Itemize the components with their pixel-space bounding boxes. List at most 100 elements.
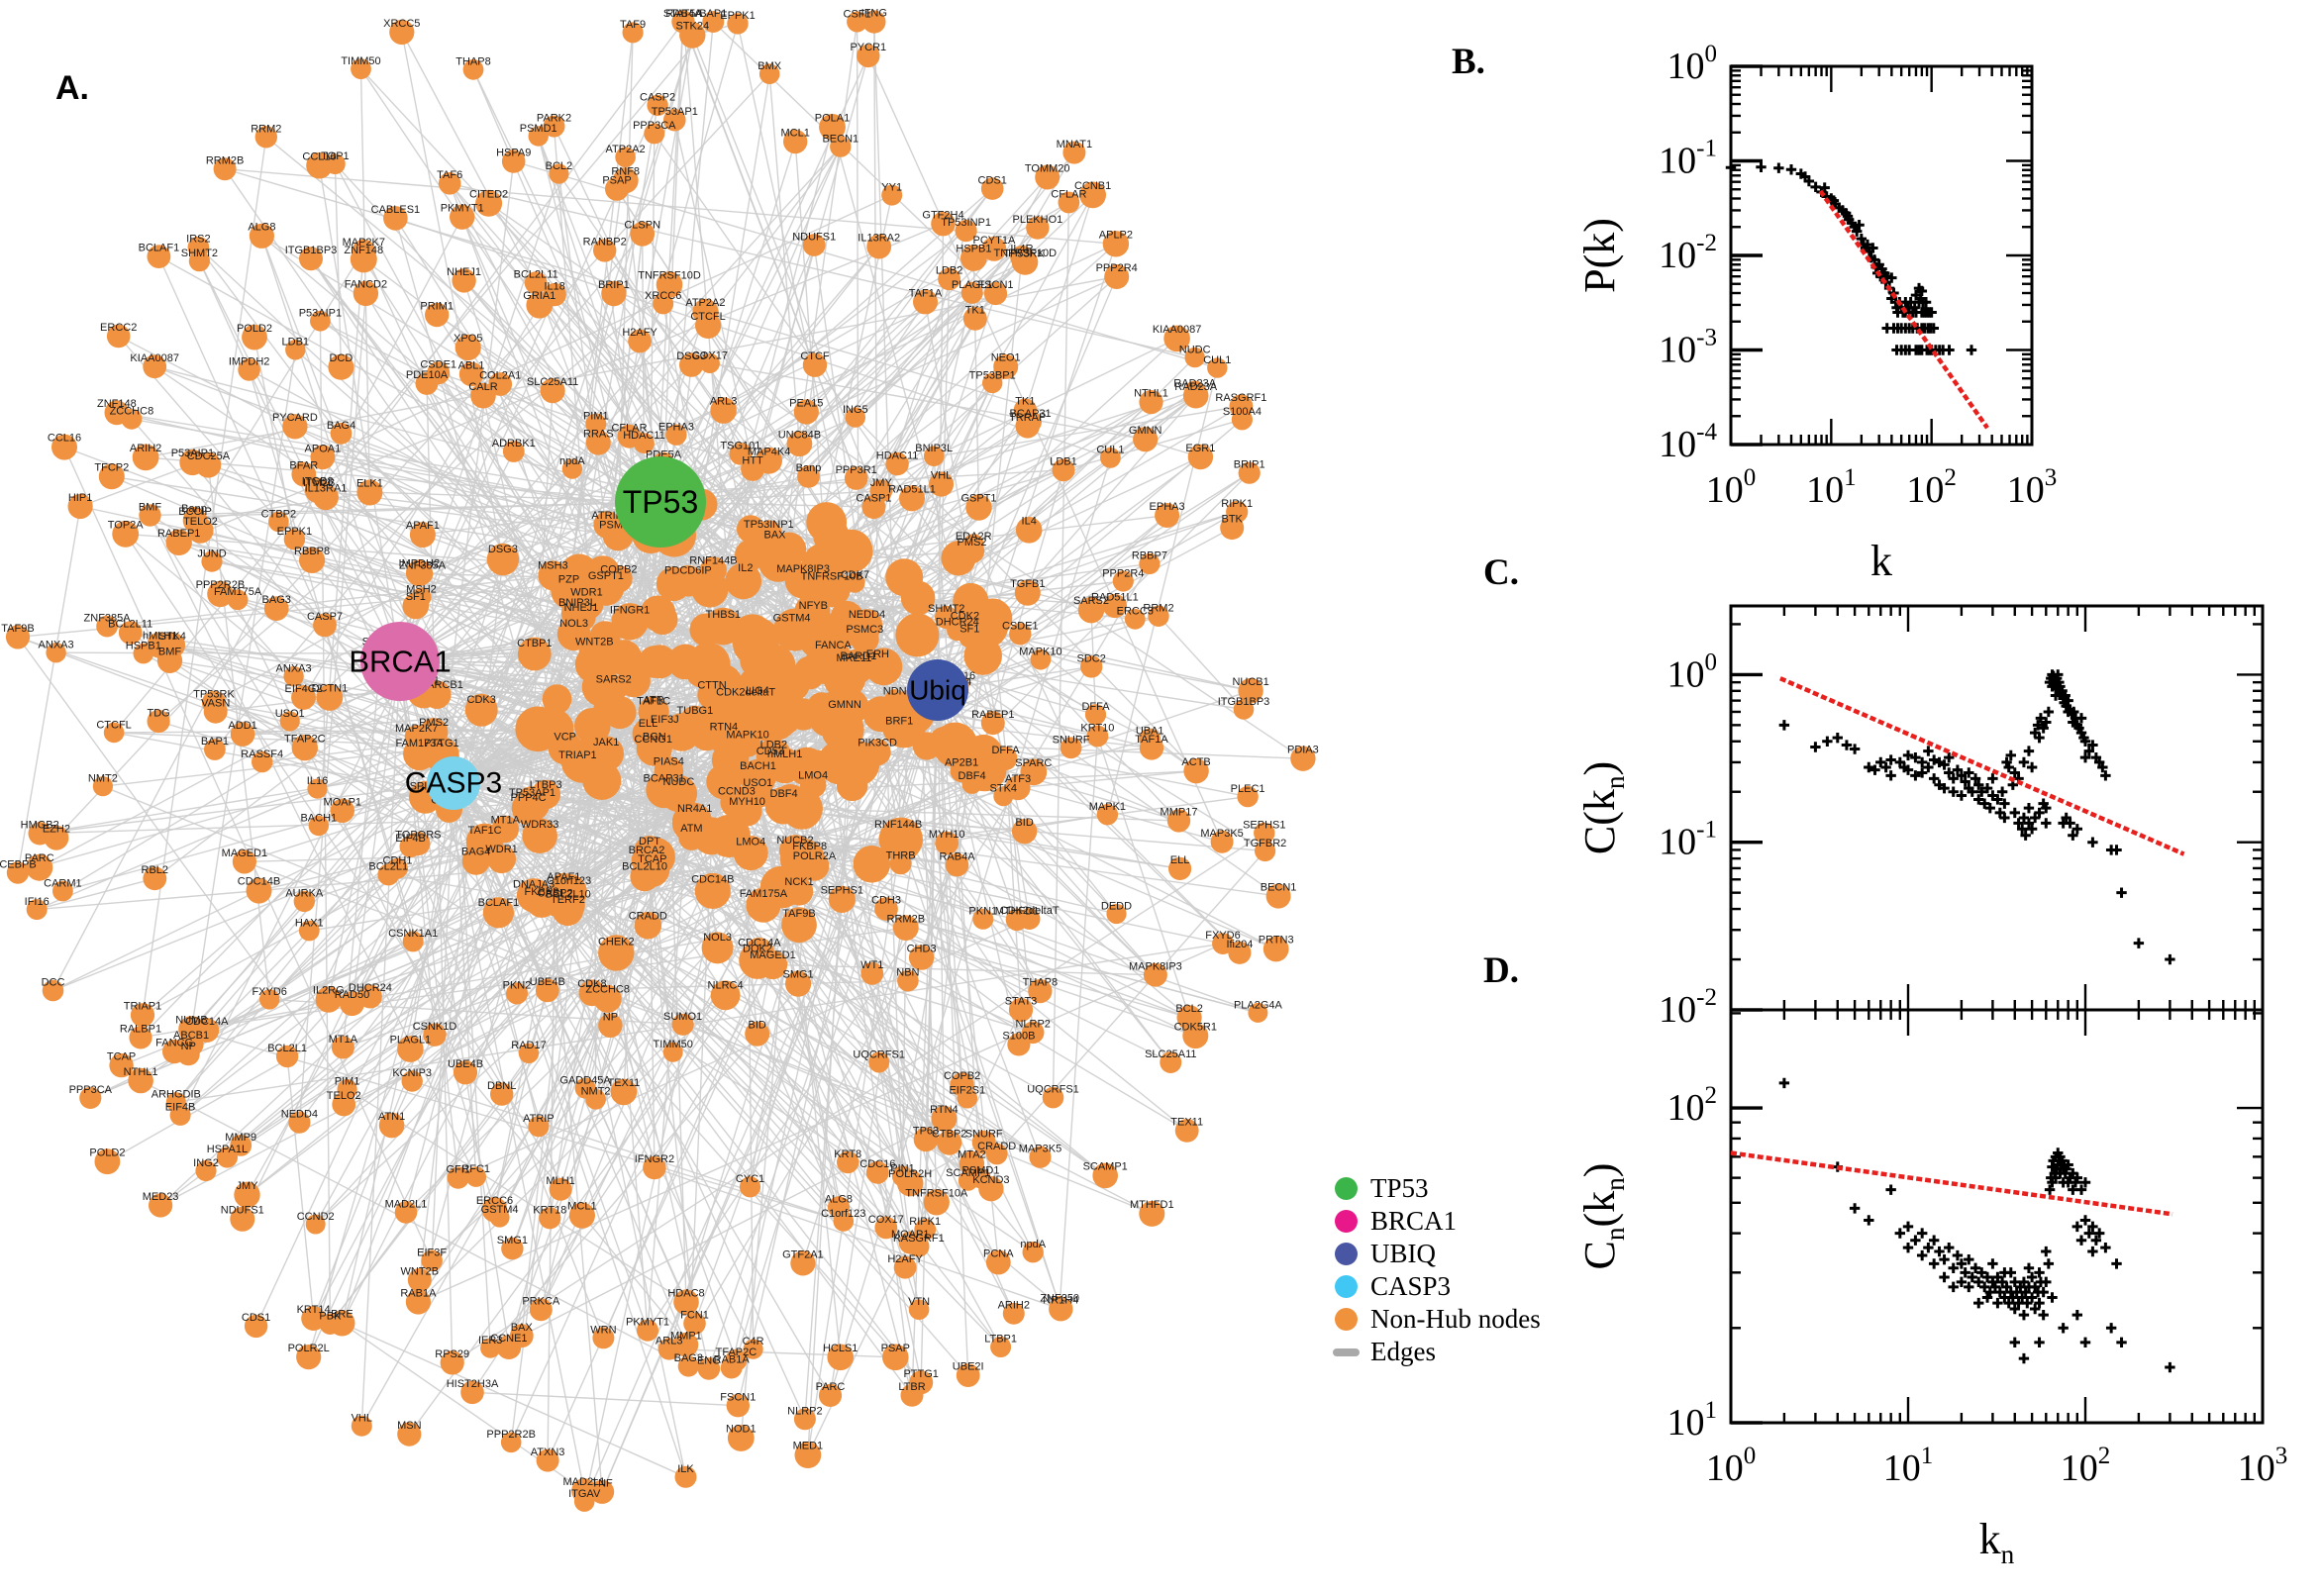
svg-text:FKBP8: FKBP8 — [524, 886, 558, 898]
data-point-b — [1864, 246, 1875, 257]
svg-text:APAF1: APAF1 — [406, 520, 440, 532]
data-point-c — [2063, 695, 2073, 706]
svg-text:UBE4B: UBE4B — [530, 976, 565, 988]
svg-text:GSTM4: GSTM4 — [481, 1204, 519, 1216]
data-point-d — [2079, 1177, 2091, 1188]
data-point-b — [1916, 345, 1928, 355]
svg-text:FAM173A: FAM173A — [395, 738, 444, 749]
svg-text:CTBP2: CTBP2 — [932, 1128, 966, 1140]
svg-text:CDC16: CDC16 — [859, 1158, 895, 1170]
svg-text:CD53: CD53 — [757, 746, 784, 757]
svg-text:MED1: MED1 — [793, 1441, 824, 1452]
svg-text:TP53RK: TP53RK — [193, 688, 235, 700]
svg-text:ALG8: ALG8 — [825, 1193, 853, 1205]
svg-text:GTF2A1: GTF2A1 — [782, 1248, 824, 1260]
data-point-d — [2041, 1246, 2052, 1257]
svg-text:ZNF350: ZNF350 — [1040, 1293, 1079, 1305]
svg-text:BID: BID — [749, 1020, 766, 1032]
svg-text:BAX: BAX — [763, 530, 786, 542]
svg-text:FANCD2: FANCD2 — [345, 279, 387, 291]
svg-text:ARL3: ARL3 — [710, 396, 738, 408]
svg-text:LDB2: LDB2 — [936, 265, 963, 277]
data-point-b — [1895, 302, 1907, 313]
data-point-d — [2016, 1292, 2028, 1303]
svg-text:SDC2: SDC2 — [1077, 652, 1106, 664]
data-point-d — [1987, 1276, 1998, 1288]
data-point-b — [1892, 307, 1903, 318]
data-point-c — [1996, 786, 2008, 797]
svg-text:TRIAP1: TRIAP1 — [558, 749, 597, 761]
svg-text:NP: NP — [603, 1011, 618, 1023]
tick-label: 101 — [1667, 1397, 1718, 1444]
svg-text:CHEK2: CHEK2 — [598, 936, 635, 948]
svg-text:DCTN1: DCTN1 — [312, 682, 349, 694]
data-point-c — [2100, 770, 2111, 781]
svg-text:MMP17: MMP17 — [1161, 807, 1198, 819]
legend-item-brca1: BRCA1 — [1335, 1205, 1541, 1238]
svg-text:TELO2: TELO2 — [183, 516, 218, 528]
data-point-c — [1894, 756, 1906, 768]
svg-text:APOA1: APOA1 — [305, 443, 342, 454]
svg-text:CSF1: CSF1 — [844, 8, 871, 20]
svg-text:TIMM50: TIMM50 — [654, 1039, 693, 1050]
data-point-d — [2057, 1155, 2068, 1166]
data-point-b — [1891, 302, 1902, 313]
svg-text:HSPA9: HSPA9 — [496, 148, 531, 159]
svg-text:TGFBR2: TGFBR2 — [1244, 838, 1286, 849]
data-point-d — [1956, 1258, 1968, 1269]
data-point-c — [2035, 713, 2047, 724]
data-point-d — [2007, 1292, 2018, 1303]
svg-text:RASSF4: RASSF4 — [241, 748, 283, 760]
svg-text:IL13RA1: IL13RA1 — [305, 482, 348, 494]
data-point-d — [2043, 1258, 2055, 1269]
svg-text:GMNN: GMNN — [828, 699, 861, 711]
data-point-c — [2054, 676, 2065, 688]
data-point-d — [2023, 1281, 2035, 1293]
data-point-c — [2041, 802, 2052, 814]
data-point-d — [2063, 1177, 2073, 1188]
svg-text:CRADD: CRADD — [629, 911, 667, 923]
data-point-d — [2063, 1159, 2073, 1170]
data-point-c — [2111, 845, 2122, 855]
svg-text:DFFA: DFFA — [991, 745, 1020, 756]
svg-text:TEX11: TEX11 — [607, 1077, 640, 1089]
svg-text:BRCA2: BRCA2 — [629, 845, 665, 856]
data-point-b — [1916, 307, 1928, 318]
data-point-d — [1923, 1242, 1934, 1253]
fit-line-d — [1730, 1150, 2173, 1217]
svg-text:PARC: PARC — [25, 852, 54, 864]
svg-text:MAPK8IP3: MAPK8IP3 — [776, 563, 830, 575]
svg-text:RAB1A: RAB1A — [714, 1354, 751, 1366]
data-point-d — [2032, 1286, 2044, 1298]
data-point-d — [2105, 1323, 2117, 1334]
axis-title: k — [1870, 537, 1892, 585]
data-point-d — [1939, 1253, 1950, 1265]
data-point-c — [1973, 779, 1984, 790]
data-point-d — [2049, 1167, 2061, 1179]
svg-text:ENG: ENG — [697, 1354, 721, 1366]
data-point-c — [1885, 754, 1896, 765]
data-point-d — [2071, 1221, 2083, 1233]
svg-text:ERH: ERH — [866, 648, 889, 660]
data-point-d — [1916, 1249, 1928, 1261]
svg-text:TRRAP: TRRAP — [1009, 412, 1046, 424]
data-point-d — [1976, 1267, 1987, 1278]
svg-text:GTF2H4: GTF2H4 — [922, 210, 963, 222]
svg-text:PLEC1: PLEC1 — [1231, 783, 1265, 795]
svg-text:THRB: THRB — [886, 850, 916, 862]
svg-text:NR1H4: NR1H4 — [1043, 1295, 1078, 1307]
svg-text:CTBP2: CTBP2 — [261, 508, 296, 520]
data-point-d — [2009, 1276, 2020, 1288]
svg-text:KRT18: KRT18 — [533, 1204, 566, 1216]
svg-text:COPB2: COPB2 — [600, 564, 637, 576]
data-point-c — [2038, 798, 2049, 809]
data-point-b — [1920, 297, 1932, 308]
svg-text:LMO4: LMO4 — [798, 770, 828, 782]
data-point-b — [1881, 323, 1892, 334]
svg-text:NHEJ1: NHEJ1 — [447, 266, 481, 278]
data-point-c — [1864, 761, 1874, 773]
svg-text:RABEP1: RABEP1 — [971, 709, 1014, 721]
network-nodes — [5, 10, 1316, 1512]
svg-text:NLRP2: NLRP2 — [787, 1405, 822, 1417]
svg-text:WT1: WT1 — [860, 959, 883, 971]
